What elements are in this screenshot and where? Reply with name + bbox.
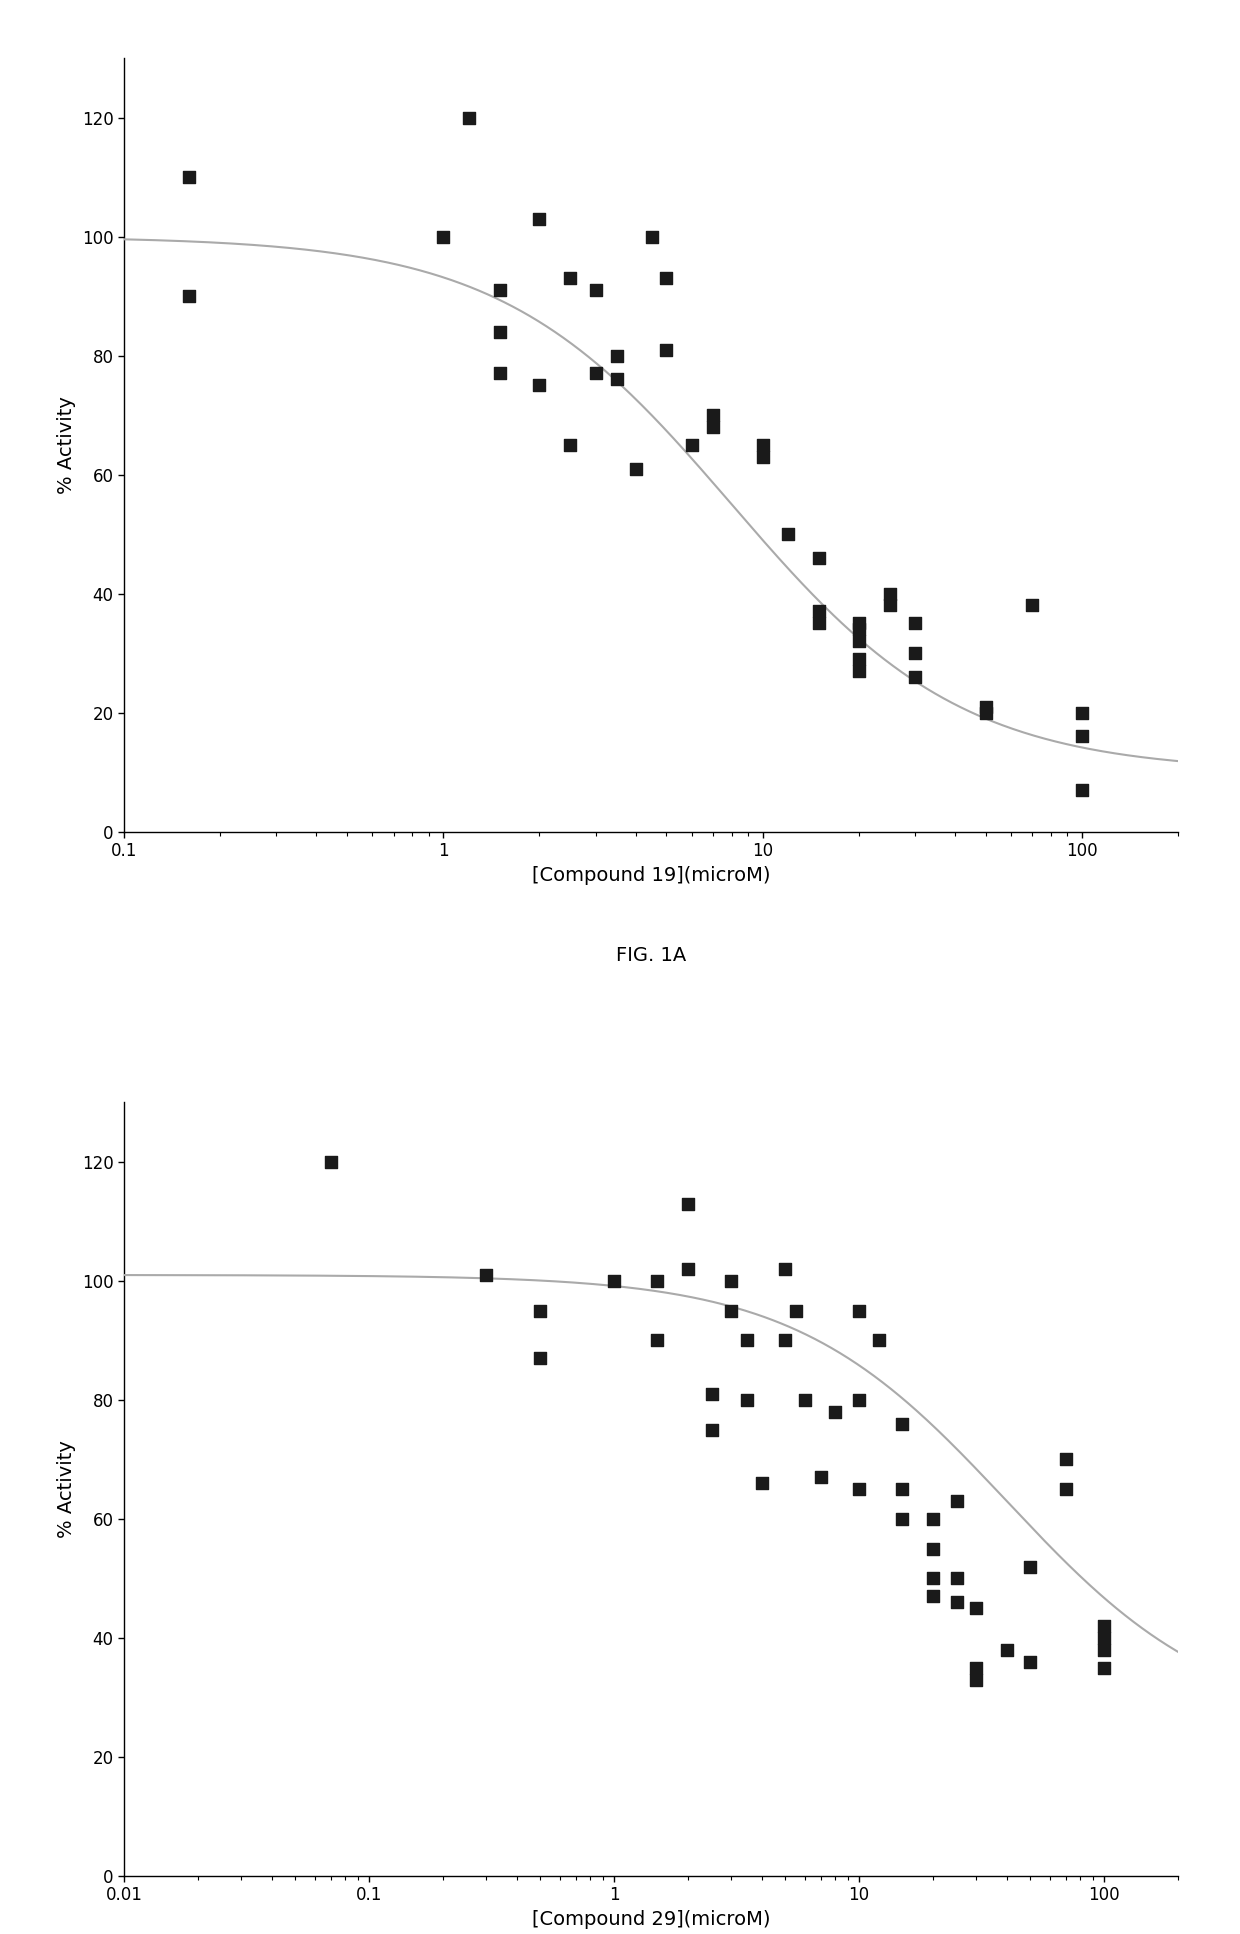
- Point: [923, 1534, 942, 1565]
- Point: [702, 1379, 722, 1410]
- Point: [893, 1474, 913, 1505]
- Point: [738, 1385, 758, 1416]
- Point: [808, 607, 828, 638]
- Point: [1071, 721, 1091, 752]
- Point: [923, 1563, 942, 1594]
- Point: [849, 613, 869, 644]
- Point: [966, 1652, 986, 1683]
- Point: [923, 1503, 942, 1534]
- Point: [777, 518, 797, 549]
- Point: [947, 1586, 967, 1617]
- Point: [604, 1265, 624, 1296]
- Point: [849, 644, 869, 675]
- Point: [180, 162, 200, 193]
- Point: [976, 690, 996, 721]
- Point: [476, 1259, 496, 1290]
- Point: [811, 1462, 831, 1493]
- Point: [1095, 1623, 1115, 1654]
- Point: [849, 656, 869, 687]
- Point: [808, 542, 828, 572]
- Point: [1056, 1445, 1076, 1476]
- Y-axis label: % Activity: % Activity: [57, 396, 77, 493]
- Point: [849, 1474, 869, 1505]
- Point: [966, 1594, 986, 1625]
- Point: [433, 220, 453, 251]
- Point: [879, 590, 899, 621]
- Point: [678, 1187, 698, 1218]
- X-axis label: [Compound 19](microM): [Compound 19](microM): [532, 866, 770, 884]
- Point: [585, 358, 605, 389]
- Point: [656, 263, 676, 294]
- Point: [703, 400, 723, 431]
- Point: [1023, 590, 1043, 621]
- Point: [923, 1580, 942, 1611]
- Point: [703, 412, 723, 443]
- Point: [702, 1414, 722, 1445]
- X-axis label: [Compound 29](microM): [Compound 29](microM): [532, 1911, 770, 1928]
- Point: [869, 1325, 889, 1356]
- Point: [1056, 1474, 1076, 1505]
- Point: [1021, 1646, 1040, 1677]
- Point: [1095, 1652, 1115, 1683]
- Point: [905, 661, 925, 692]
- Point: [459, 103, 479, 133]
- Point: [826, 1396, 846, 1427]
- Point: [947, 1563, 967, 1594]
- Point: [775, 1253, 795, 1284]
- Point: [786, 1296, 806, 1327]
- Point: [321, 1147, 341, 1178]
- Point: [1095, 1634, 1115, 1665]
- Point: [849, 627, 869, 658]
- Point: [529, 203, 549, 234]
- Point: [722, 1296, 742, 1327]
- Point: [751, 1468, 771, 1499]
- Point: [490, 317, 510, 348]
- Point: [531, 1342, 551, 1373]
- Point: [753, 429, 773, 460]
- Point: [560, 263, 580, 294]
- Point: [753, 441, 773, 472]
- Y-axis label: % Activity: % Activity: [57, 1441, 77, 1538]
- Point: [905, 638, 925, 669]
- Point: [775, 1325, 795, 1356]
- Point: [647, 1265, 667, 1296]
- Point: [490, 358, 510, 389]
- Point: [1021, 1551, 1040, 1582]
- Point: [722, 1265, 742, 1296]
- Point: [180, 280, 200, 311]
- Point: [849, 1296, 869, 1327]
- Point: [647, 1325, 667, 1356]
- Point: [997, 1634, 1017, 1665]
- Point: [531, 1296, 551, 1327]
- Point: [795, 1385, 815, 1416]
- Point: [879, 578, 899, 609]
- Point: [849, 607, 869, 638]
- Text: FIG. 1A: FIG. 1A: [616, 946, 686, 965]
- Point: [947, 1485, 967, 1516]
- Point: [1095, 1611, 1115, 1642]
- Point: [893, 1408, 913, 1439]
- Point: [893, 1503, 913, 1534]
- Point: [738, 1325, 758, 1356]
- Point: [976, 696, 996, 727]
- Point: [966, 1663, 986, 1694]
- Point: [1071, 774, 1091, 805]
- Point: [608, 364, 627, 395]
- Point: [678, 1253, 698, 1284]
- Point: [1071, 696, 1091, 727]
- Point: [905, 607, 925, 638]
- Point: [608, 340, 627, 371]
- Point: [656, 335, 676, 366]
- Point: [490, 275, 510, 306]
- Point: [626, 453, 646, 484]
- Point: [560, 429, 580, 460]
- Point: [849, 1385, 869, 1416]
- Point: [808, 596, 828, 627]
- Point: [682, 429, 702, 460]
- Point: [529, 369, 549, 400]
- Point: [642, 220, 662, 251]
- Point: [585, 275, 605, 306]
